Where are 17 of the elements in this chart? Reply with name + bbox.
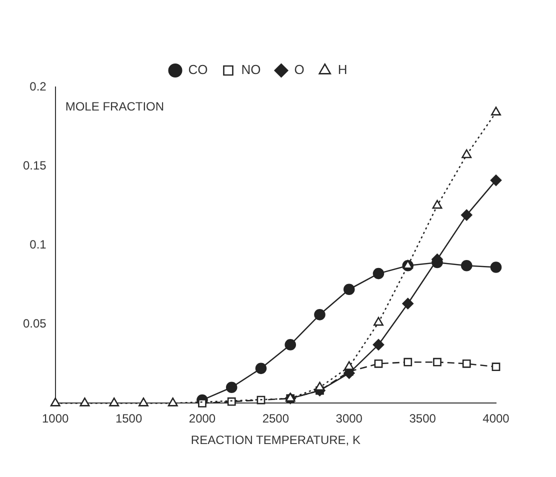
x-axis-title: REACTION TEMPERATURE, K — [190, 433, 360, 448]
x-tick-label: 3000 — [336, 412, 363, 426]
x-tick-label: 2000 — [188, 412, 216, 426]
x-tick-label: 2500 — [262, 412, 290, 426]
legend-label: H — [338, 62, 348, 78]
legend-label: CO — [188, 62, 208, 78]
y-tick-label: 0.05 — [22, 316, 47, 330]
y-tick-label: 0.1 — [30, 237, 47, 252]
y-tick-label: 0.2 — [30, 79, 47, 94]
x-tick-label: 3500 — [409, 412, 436, 426]
legend-label: NO — [241, 62, 261, 78]
x-tick-label: 1500 — [115, 412, 142, 426]
y-tick-label: 0.15 — [22, 158, 47, 172]
legend-label: O — [294, 62, 304, 78]
x-tick-label: 1000 — [42, 412, 70, 426]
x-tick-label: 4000 — [482, 412, 510, 426]
y-axis-title: MOLE FRACTION — [65, 99, 164, 114]
